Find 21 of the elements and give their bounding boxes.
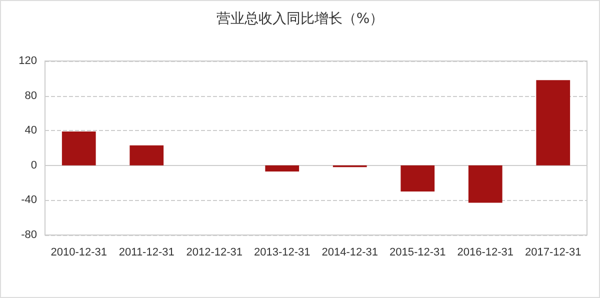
y-tick-label: -40 xyxy=(21,194,37,206)
x-tick-label: 2012-12-31 xyxy=(186,246,243,258)
bar xyxy=(265,165,300,172)
bar xyxy=(468,165,502,203)
y-tick-label: 80 xyxy=(24,90,37,102)
bar xyxy=(130,145,164,166)
y-tick-label: 0 xyxy=(30,159,37,172)
x-tick-label: 2010-12-31 xyxy=(50,246,108,258)
y-tick-label: 40 xyxy=(24,124,37,137)
y-tick-label: 120 xyxy=(18,55,37,67)
bar xyxy=(400,165,435,192)
y-tick-label: -80 xyxy=(21,229,37,241)
bar xyxy=(536,80,570,166)
bar xyxy=(62,131,96,166)
x-tick-label: 2011-12-31 xyxy=(118,246,174,258)
x-tick-label: 2015-12-31 xyxy=(389,246,446,258)
x-tick-label: 2014-12-31 xyxy=(322,246,378,258)
chart-title: 营业总收入同比增长（%） xyxy=(216,11,384,27)
x-tick-label: 2016-12-31 xyxy=(457,246,514,258)
x-tick-label: 2013-12-31 xyxy=(254,246,310,258)
x-tick-label: 2017-12-31 xyxy=(524,246,582,258)
